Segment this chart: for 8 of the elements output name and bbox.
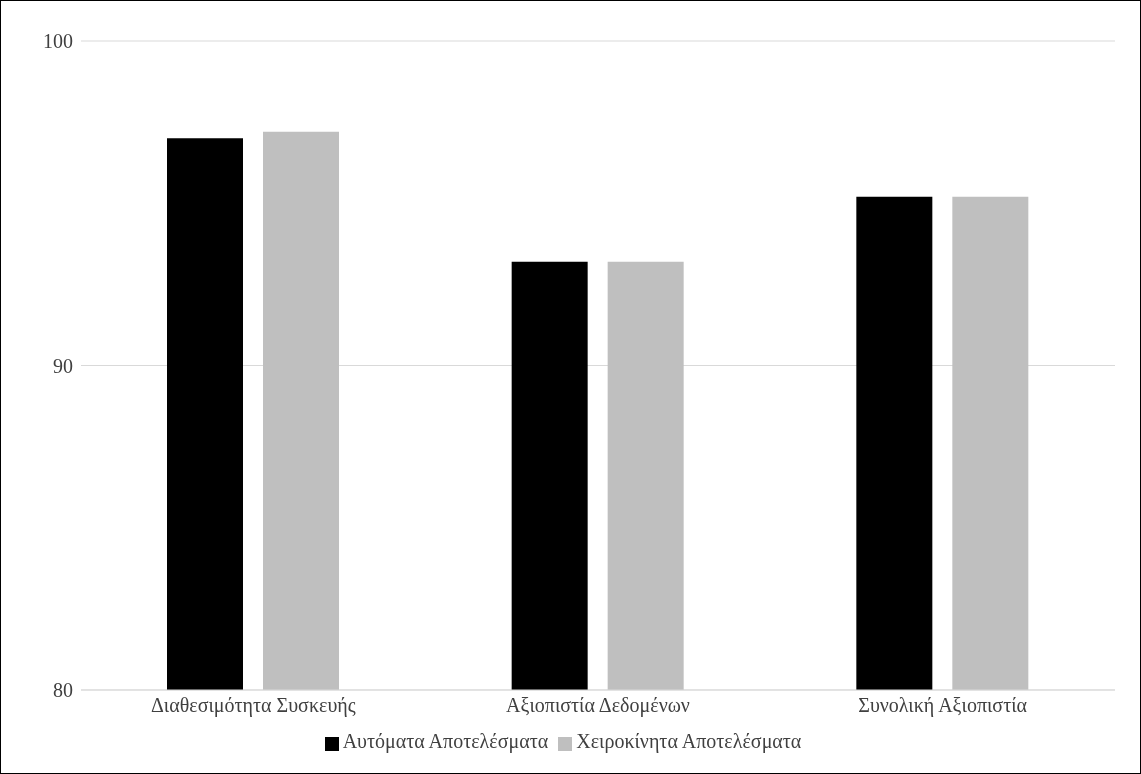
legend-label: Αυτόματα Αποτελέσματα (342, 730, 549, 752)
y-tick-label: 100 (43, 30, 73, 53)
y-tick-label: 80 (53, 679, 73, 702)
x-tick-label: Διαθεσιμότητα Συσκευής (150, 694, 356, 718)
x-tick-label: Συνολική Αξιοπιστία (858, 694, 1028, 718)
y-tick-label: 90 (53, 354, 73, 377)
x-tick-label: Αξιοπιστία Δεδομένων (506, 694, 690, 718)
legend-label: Χειροκίνητα Αποτελέσματα (576, 730, 802, 752)
